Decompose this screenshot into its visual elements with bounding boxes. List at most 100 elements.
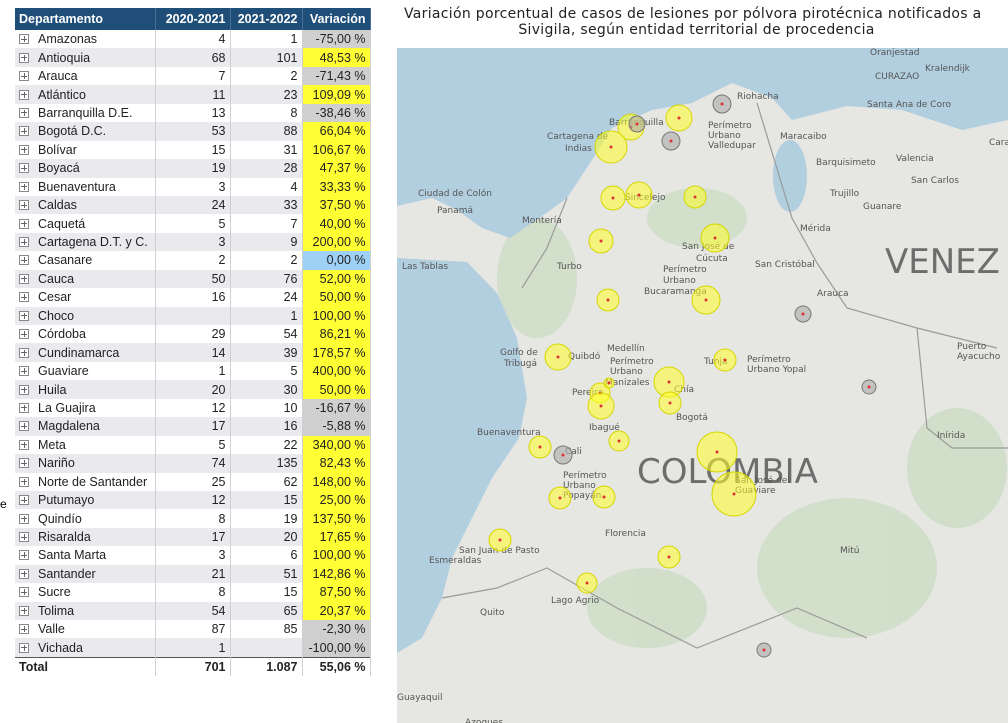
variation-cell: -16,67 % xyxy=(302,398,371,418)
expand-icon xyxy=(19,273,29,284)
table-row: Arauca 7 2 -71,43 % xyxy=(15,66,371,86)
count-cell: 24 xyxy=(155,195,231,215)
expand-icon xyxy=(19,402,29,413)
count-cell: 30 xyxy=(230,380,303,399)
count-cell: 19 xyxy=(230,509,303,528)
cell-text: 24 xyxy=(211,198,226,213)
table-row: Sucre 8 15 87,50 % xyxy=(15,583,371,602)
city-dot xyxy=(677,116,681,120)
bubbles xyxy=(488,94,877,658)
place-label: Perímetro xyxy=(610,357,654,367)
place-label: Medellín xyxy=(607,344,645,354)
count-cell: 6 xyxy=(230,546,303,565)
table-row: Bolívar 15 31 106,67 % xyxy=(15,140,371,160)
table-row: Amazonas 4 1 -75,00 % xyxy=(15,30,371,49)
cell-text: 200,00 % xyxy=(312,235,366,250)
expand-icon xyxy=(19,200,29,211)
cell-text: 87 xyxy=(211,622,226,637)
cell-text: 8 xyxy=(290,105,298,120)
place-label: San Cristóbal xyxy=(755,259,815,270)
cell-text: 0,00 % xyxy=(326,253,366,268)
cell-text: Cauca xyxy=(38,271,75,286)
expand-icon xyxy=(19,366,29,377)
table-row: Córdoba 29 54 86,21 % xyxy=(15,325,371,344)
cell-text: 21 xyxy=(211,566,226,581)
table-body: Amazonas 4 1 -75,00 % Antioquia 68 101 48,53 % A… xyxy=(15,30,371,677)
table-row: Cesar 16 24 50,00 % xyxy=(15,288,371,307)
count-cell: 5 xyxy=(155,435,231,455)
variation-cell: 100,00 % xyxy=(302,306,371,325)
city-dot xyxy=(602,495,606,499)
cell-text: 20 xyxy=(211,382,226,397)
place-label: Perímetro xyxy=(663,265,707,275)
cell-text: 100,00 % xyxy=(312,308,366,323)
variation-cell: 55,06 % xyxy=(302,656,371,677)
city-dot xyxy=(617,439,621,443)
city-dot xyxy=(668,401,672,405)
cell-text: 7 xyxy=(290,216,298,231)
edge-fragment: e xyxy=(0,497,7,511)
city-dot xyxy=(667,380,671,384)
count-cell: 3 xyxy=(155,177,231,196)
place-label: Panamá xyxy=(437,206,473,216)
variation-cell: -75,00 % xyxy=(302,30,371,49)
place-label: Caracas xyxy=(989,138,1008,148)
count-cell: 31 xyxy=(230,140,303,160)
expand-icon xyxy=(19,550,29,561)
cell-text: 4 xyxy=(290,179,298,194)
cell-text: 22 xyxy=(283,437,298,452)
cell-text: 76 xyxy=(283,271,298,286)
variation-cell: 20,37 % xyxy=(302,601,371,620)
count-cell: 16 xyxy=(155,288,231,307)
expand-icon xyxy=(19,144,29,155)
place-label: Ciudad de Colón xyxy=(418,188,492,199)
count-cell: 17 xyxy=(155,417,231,436)
cell-text: -38,46 % xyxy=(315,105,366,120)
expand-icon xyxy=(19,624,29,635)
expand-icon xyxy=(19,495,29,506)
cell-text: Boyacá xyxy=(38,161,80,176)
table-row: Bogotá D.C. 53 88 66,04 % xyxy=(15,122,371,141)
place-label: Riohacha xyxy=(737,92,779,102)
variation-cell: 106,67 % xyxy=(302,140,371,160)
count-cell: 88 xyxy=(230,122,303,141)
cell-text: 40,00 % xyxy=(319,216,366,231)
variation-cell: -71,43 % xyxy=(302,66,371,86)
cell-text: 2 xyxy=(290,69,298,84)
department-cell: Boyacá xyxy=(15,159,156,178)
count-cell: 8 xyxy=(230,103,303,123)
place-label: Chía xyxy=(674,385,694,395)
cell-text: 62 xyxy=(283,474,298,489)
place-label: Bogotá xyxy=(676,413,708,423)
department-cell: Huila xyxy=(15,380,156,399)
cell-text: 19 xyxy=(283,511,298,526)
vegetation xyxy=(497,188,1007,648)
table-row: Santa Marta 3 6 100,00 % xyxy=(15,546,371,565)
place-label: Indias xyxy=(565,144,592,154)
cell-text: Choco xyxy=(38,308,75,323)
count-cell: 23 xyxy=(230,85,303,104)
expand-icon xyxy=(19,126,29,137)
table-row: Barranquilla D.E. 13 8 -38,46 % xyxy=(15,103,371,123)
count-cell: 2 xyxy=(230,251,303,270)
count-cell: 12 xyxy=(155,398,231,418)
table-row: Quindío 8 19 137,50 % xyxy=(15,509,371,528)
place-label: Trujillo xyxy=(829,189,860,199)
cell-text: 701 xyxy=(204,660,226,675)
variation-cell: 48,53 % xyxy=(302,48,371,67)
count-cell: 7 xyxy=(155,66,231,86)
table-row: Meta 5 22 340,00 % xyxy=(15,435,371,455)
table-row: Magdalena 17 16 -5,88 % xyxy=(15,417,371,436)
table-row: Buenaventura 3 4 33,33 % xyxy=(15,177,371,196)
count-cell: 14 xyxy=(155,343,231,362)
cell-text: 85 xyxy=(283,622,298,637)
cell-text: 30 xyxy=(283,382,298,397)
cell-text: Barranquilla D.E. xyxy=(38,105,133,120)
place-label: Las Tablas xyxy=(402,262,448,272)
city-dot xyxy=(556,355,560,359)
cell-text: 12 xyxy=(211,400,226,415)
count-cell: 15 xyxy=(155,140,231,160)
cell-text: Antioquia xyxy=(38,50,91,65)
cell-text: 86,21 % xyxy=(319,327,366,342)
cell-text: Nariño xyxy=(38,456,75,471)
